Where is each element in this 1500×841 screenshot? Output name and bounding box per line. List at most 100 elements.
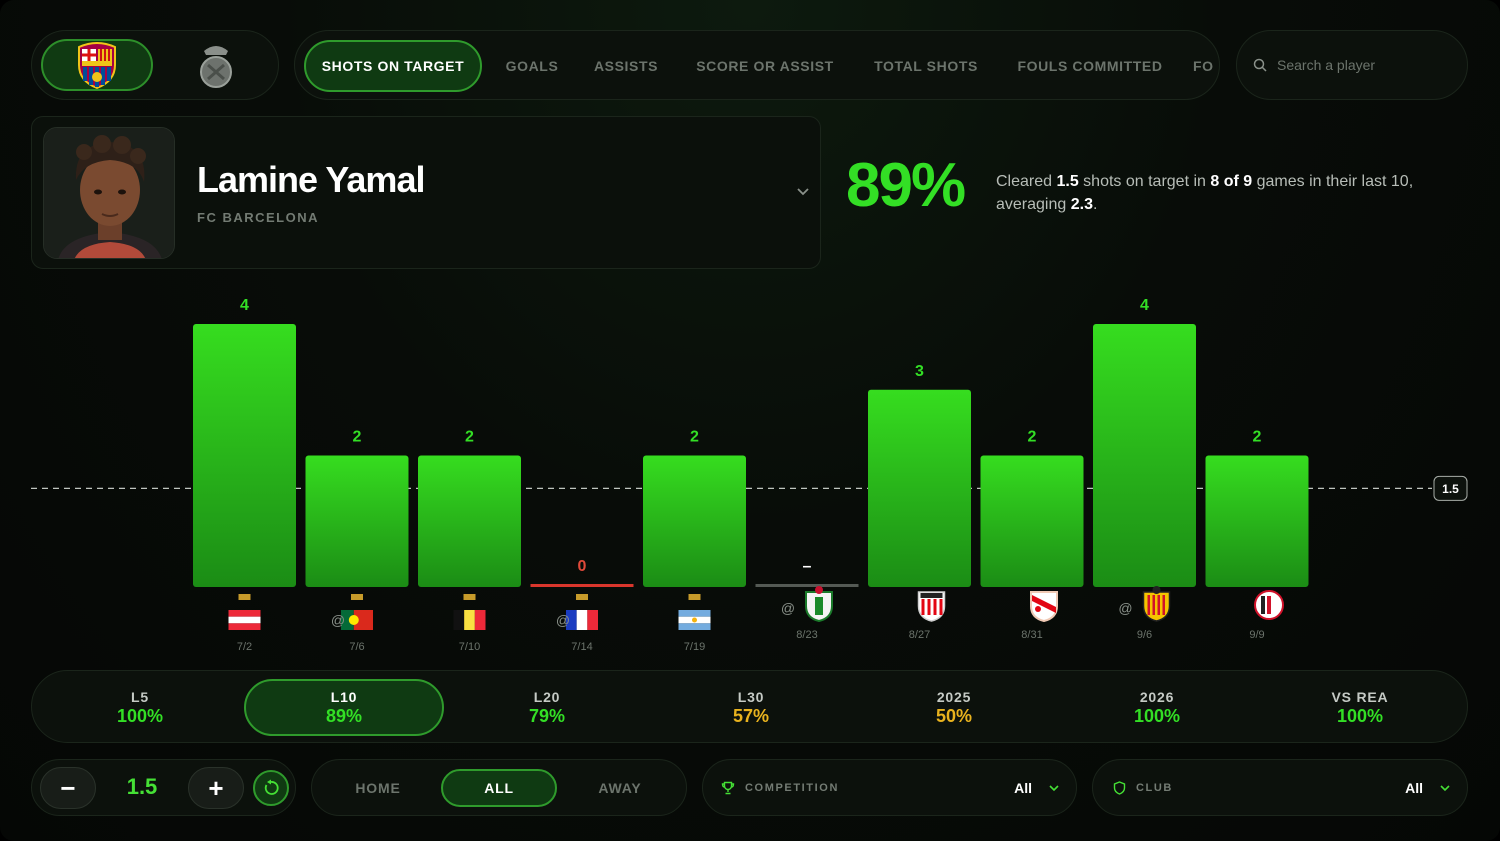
timeframe-value: 79%	[528, 705, 566, 726]
decrease-line-button[interactable]: −	[40, 767, 96, 809]
venue-home-option[interactable]: HOME	[355, 780, 401, 796]
timeframe-selector: L5 100% L10 89% L20 79% L30 57% 2025 50% 2026 100% V…	[31, 670, 1468, 743]
bar[interactable]	[305, 455, 409, 588]
tab-goals[interactable]: GOALS	[505, 58, 559, 74]
timeframe-l5[interactable]: L5 100%	[40, 679, 240, 736]
bar-zero[interactable]	[530, 584, 634, 587]
bar[interactable]	[418, 455, 521, 588]
rayo-crest-sash	[1032, 595, 1056, 613]
game-date-label: 8/23	[796, 629, 817, 641]
timeframe-label: L10	[330, 688, 358, 705]
timeframe-value: 100%	[116, 705, 164, 726]
venue-all-option[interactable]: ALL	[441, 769, 557, 807]
game-date-label: 7/2	[237, 641, 252, 653]
game-log-bar-chart: 1.5 4 7/2 2 @7/6 2 7/10 0 @7/14 2 7/19 – @8/23 3 8/27 2…	[31, 297, 1468, 653]
venue-away-option[interactable]: AWAY	[598, 780, 642, 796]
timeframe-value: 100%	[1336, 705, 1384, 726]
athletic-crest-band	[920, 593, 943, 598]
tab-assists[interactable]: ASSISTS	[593, 58, 659, 74]
player-name: Lamine Yamal	[197, 159, 425, 200]
argentina-flag-top	[678, 610, 711, 617]
bar[interactable]	[643, 455, 746, 588]
reset-line-button[interactable]	[253, 770, 289, 806]
belgium-flag-yellow	[464, 610, 475, 630]
summary-text-1: Cleared	[996, 173, 1057, 190]
belgium-flag-black	[453, 610, 465, 630]
summary-line: 1.5	[1056, 173, 1079, 190]
timeframe-2025[interactable]: 2025 50%	[854, 679, 1054, 736]
bar[interactable]	[193, 324, 296, 587]
timeframe-l10[interactable]: L10 89%	[244, 679, 444, 736]
reset-icon	[264, 779, 279, 795]
chevron-down-icon	[1440, 785, 1450, 792]
line-adjuster: − 1.5 +	[31, 759, 296, 816]
spain-flag-icon	[688, 594, 701, 600]
game-date-label: 8/31	[1021, 629, 1042, 641]
timeframe-value: 100%	[1133, 705, 1181, 726]
game-date-label: 9/6	[1137, 629, 1152, 641]
athletic-crest-shield	[917, 591, 946, 622]
club-filter[interactable]: CLUB All	[1092, 759, 1468, 816]
competition-filter-label: COMPETITION	[745, 781, 839, 794]
feyenoord-crest-stripe	[1267, 596, 1271, 614]
portugal-flag-emblem	[348, 615, 359, 625]
tab-fo[interactable]: FO	[1193, 58, 1214, 74]
france-flag-red	[587, 610, 598, 630]
valencia-crest-stripe	[1147, 595, 1150, 615]
bar-value-label: 2	[690, 429, 699, 446]
timeframe-l20[interactable]: L20 79%	[447, 679, 647, 736]
spain-flag-icon	[238, 594, 251, 600]
timeframe-value: 89%	[325, 705, 363, 726]
player-card[interactable]: Lamine Yamal FC BARCELONA	[31, 116, 821, 269]
team-switch	[31, 30, 279, 100]
argentina-flag-sun	[692, 617, 697, 623]
bar-value-label: 2	[1028, 429, 1037, 446]
trophy-icon	[721, 781, 735, 794]
game-date-label: 7/14	[571, 641, 592, 653]
competition-filter-value: All	[1014, 779, 1032, 796]
austria-flag-middle	[228, 616, 261, 624]
game-date-label: 7/6	[349, 641, 364, 653]
player-avatar	[43, 127, 175, 259]
player-search[interactable]	[1236, 30, 1468, 100]
away-marker: @	[781, 600, 795, 616]
tab-shots-on-target[interactable]: SHOTS ON TARGET	[304, 40, 482, 92]
team-button-real-madrid[interactable]	[160, 39, 272, 91]
timeframe-label: 2026	[1139, 688, 1175, 705]
austria-flag-top	[228, 610, 261, 617]
increase-line-button[interactable]: +	[188, 767, 244, 809]
bar[interactable]	[868, 389, 971, 587]
timeframe-vs-rea[interactable]: VS REA 100%	[1260, 679, 1460, 736]
bar-value-label: 3	[915, 363, 924, 380]
away-marker: @	[1118, 600, 1132, 616]
argentina-flag-bottom	[678, 623, 711, 630]
venue-selector: HOME ALL AWAY	[311, 759, 687, 816]
tab-total-shots[interactable]: TOTAL SHOTS	[874, 58, 978, 74]
athletic-crest-stripe	[939, 599, 943, 615]
spain-flag-icon	[576, 594, 588, 600]
timeframe-l30[interactable]: L30 57%	[651, 679, 851, 736]
game-date-label: 7/19	[684, 641, 705, 653]
bar[interactable]	[980, 455, 1084, 588]
bar-value-label: 4	[240, 297, 249, 314]
bar[interactable]	[1205, 455, 1309, 588]
elche-crest-stripe	[815, 597, 823, 615]
tab-score-or-assist[interactable]: SCORE OR ASSIST	[696, 58, 834, 74]
chevron-down-icon	[1049, 785, 1059, 792]
search-input[interactable]	[1277, 57, 1437, 73]
valencia-crest-stripe	[1157, 595, 1160, 615]
team-button-barcelona[interactable]	[41, 39, 153, 91]
summary-record: 8 of 9	[1210, 173, 1253, 190]
chevron-down-icon[interactable]	[795, 183, 811, 199]
bar-no-data[interactable]	[755, 584, 859, 587]
timeframe-value: 57%	[732, 705, 770, 726]
tab-fouls-committed[interactable]: FOULS COMMITTED	[1017, 58, 1163, 74]
athletic-crest-stripe	[933, 599, 937, 615]
timeframe-value: 50%	[935, 705, 973, 726]
timeframe-label: L30	[737, 688, 765, 705]
competition-filter[interactable]: COMPETITION All	[702, 759, 1077, 816]
summary-text-2: shots on target in	[1078, 173, 1211, 190]
timeframe-2026[interactable]: 2026 100%	[1057, 679, 1257, 736]
bar[interactable]	[1093, 324, 1196, 587]
belgium-flag-red	[474, 610, 486, 630]
